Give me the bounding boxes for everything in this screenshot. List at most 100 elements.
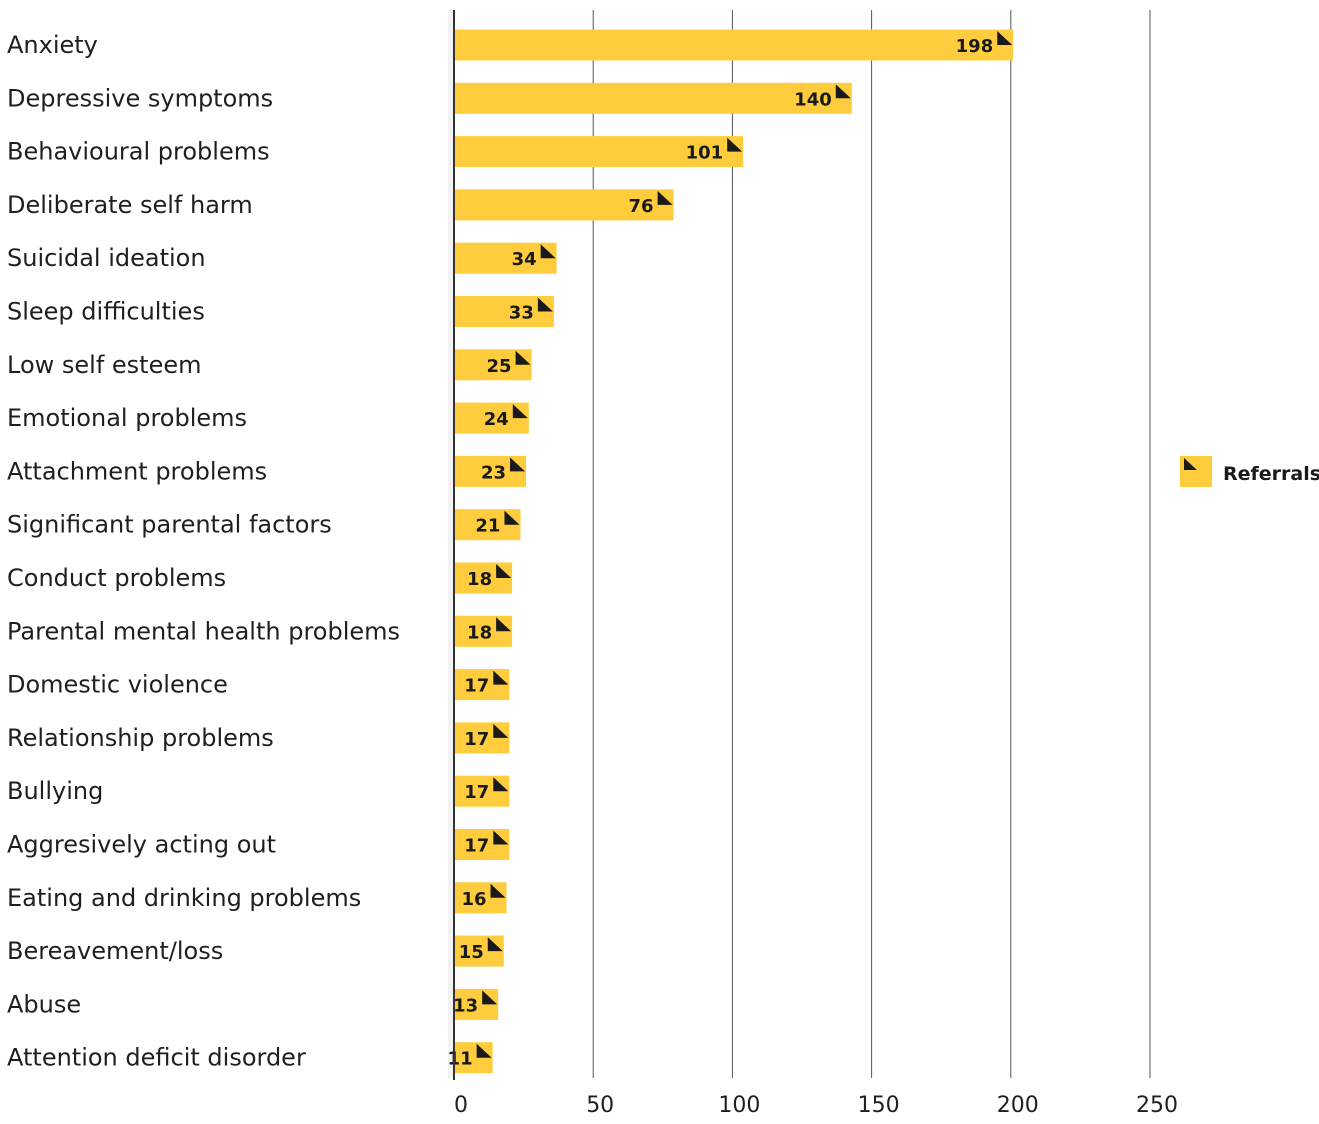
bar-marker	[493, 777, 509, 792]
bar-group: 17	[454, 829, 510, 860]
bar-marker	[482, 990, 498, 1005]
data-label: 18	[467, 569, 492, 590]
bar-group: 17	[454, 775, 510, 807]
category-labels: Anxiety Depressive symptoms Behavioural pr…	[7, 31, 400, 1072]
bar-marker	[496, 617, 512, 632]
bar-marker	[487, 937, 503, 952]
category-label: Abuse	[7, 990, 81, 1018]
legend-label: Referrals	[1223, 463, 1319, 485]
bar-marker	[476, 1043, 492, 1058]
bar-marker	[515, 350, 531, 365]
category-label: Domestic violence	[7, 671, 228, 699]
bar-group: 18	[454, 615, 513, 647]
bar	[454, 189, 674, 221]
bar-marker	[490, 883, 506, 898]
category-label: Depressive symptoms	[7, 84, 273, 112]
bar-group: 23	[454, 455, 527, 487]
bar-marker	[835, 84, 851, 99]
gridlines	[448, 10, 1151, 1078]
bar-group: 13	[453, 988, 499, 1020]
bar-group: 33	[454, 296, 554, 327]
legend-marker	[1184, 458, 1197, 470]
data-label: 24	[484, 409, 509, 430]
x-tick-label: 250	[1136, 1093, 1178, 1118]
bar-marker	[540, 244, 556, 259]
bar-marker	[504, 510, 520, 525]
bar	[454, 29, 1014, 61]
bar-group: 101	[454, 136, 744, 168]
x-tick-label: 200	[997, 1093, 1039, 1118]
bar-group: 16	[454, 882, 507, 914]
bar-marker	[727, 137, 743, 152]
x-tick-label: 100	[718, 1093, 760, 1118]
category-label: Sleep difficulties	[7, 298, 205, 326]
data-label: 16	[461, 889, 486, 910]
bar-marker	[493, 830, 509, 845]
bar-group: 21	[454, 509, 521, 541]
data-label: 34	[512, 249, 537, 270]
bar	[454, 242, 557, 274]
bar-marker	[493, 670, 509, 685]
bar-marker	[657, 190, 673, 205]
category-label: Deliberate self harm	[7, 191, 253, 219]
bar-group: 25	[454, 349, 532, 381]
data-label: 17	[464, 836, 489, 857]
category-label: Relationship problems	[7, 724, 274, 752]
bar-marker	[537, 297, 553, 312]
axis-shadow	[448, 10, 454, 1078]
data-label: 13	[453, 995, 478, 1016]
data-label: 17	[464, 729, 489, 750]
category-label: Suicidal ideation	[7, 244, 206, 272]
x-tick-label: 0	[454, 1093, 468, 1118]
data-label: 18	[467, 622, 492, 643]
data-label: 25	[487, 356, 512, 377]
category-label: Low self esteem	[7, 351, 202, 379]
category-label: Anxiety	[7, 31, 98, 59]
category-label: Eating and drinking problems	[7, 884, 361, 912]
bar-marker	[510, 457, 526, 472]
bar-group: 198	[454, 29, 1014, 61]
category-label: Emotional problems	[7, 404, 247, 432]
data-label: 198	[956, 36, 994, 57]
bar-marker	[997, 31, 1013, 45]
bar	[454, 136, 744, 168]
data-label: 17	[464, 782, 489, 803]
bar	[454, 296, 554, 327]
bar-group: 15	[454, 935, 504, 967]
bar-marker	[496, 564, 512, 578]
bar-group: 76	[454, 189, 674, 221]
bar-group: 11	[448, 1042, 493, 1074]
data-label: 21	[475, 516, 500, 537]
data-label: 11	[448, 1049, 473, 1070]
legend: Referrals	[1180, 456, 1319, 487]
category-label: Aggresively acting out	[7, 831, 276, 859]
bars: 198 140 101 76 34 33 25 24 23 21 18 18 17 17 17 17 16 15 1…	[448, 29, 1014, 1074]
bar-group: 24	[454, 402, 529, 434]
category-label: Behavioural problems	[7, 138, 270, 166]
category-label: Significant parental factors	[7, 511, 332, 539]
x-tick-label: 50	[586, 1093, 614, 1118]
data-label: 17	[464, 676, 489, 697]
data-label: 33	[509, 303, 534, 324]
bar-group: 18	[454, 562, 513, 594]
bar-marker	[493, 723, 509, 738]
x-tick-labels: 0 50 100 150 200 250	[454, 1093, 1178, 1118]
bar-group: 17	[454, 669, 510, 701]
bar-marker	[512, 404, 528, 419]
category-label: Bereavement/loss	[7, 937, 223, 965]
data-label: 140	[794, 89, 832, 110]
x-tick-label: 150	[858, 1093, 900, 1118]
category-label: Attachment problems	[7, 457, 267, 485]
data-label: 23	[481, 462, 506, 483]
bar-group: 34	[454, 242, 557, 274]
category-label: Attention deficit disorder	[7, 1044, 306, 1072]
bar-group: 140	[454, 82, 852, 114]
bar-group: 17	[454, 722, 510, 754]
category-label: Parental mental health problems	[7, 617, 400, 645]
data-label: 15	[459, 942, 484, 963]
category-label: Conduct problems	[7, 564, 226, 592]
category-label: Bullying	[7, 777, 103, 805]
data-label: 101	[686, 143, 724, 164]
data-label: 76	[629, 196, 654, 217]
